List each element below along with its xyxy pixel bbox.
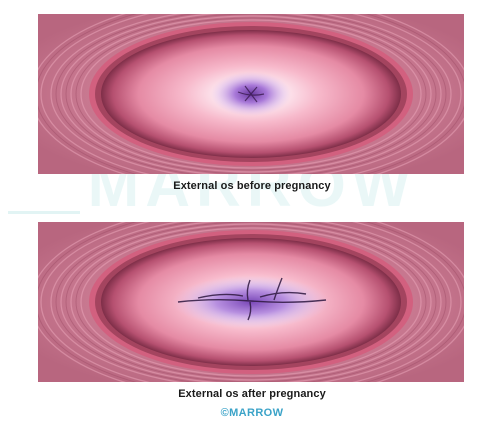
illustration-after-pregnancy bbox=[38, 222, 464, 382]
tissue-folds bbox=[38, 222, 464, 382]
watermark-line bbox=[8, 211, 80, 214]
cervix-illustration-after bbox=[38, 222, 464, 382]
tissue-folds bbox=[38, 14, 464, 174]
external-os-transverse bbox=[173, 276, 329, 328]
caption-before-pregnancy: External os before pregnancy bbox=[173, 180, 331, 192]
cervix-illustration-before bbox=[38, 14, 464, 174]
marrow-logo: ©MARROW bbox=[220, 407, 284, 419]
illustration-before-pregnancy bbox=[38, 14, 464, 174]
caption-after-pregnancy: External os after pregnancy bbox=[178, 388, 326, 400]
